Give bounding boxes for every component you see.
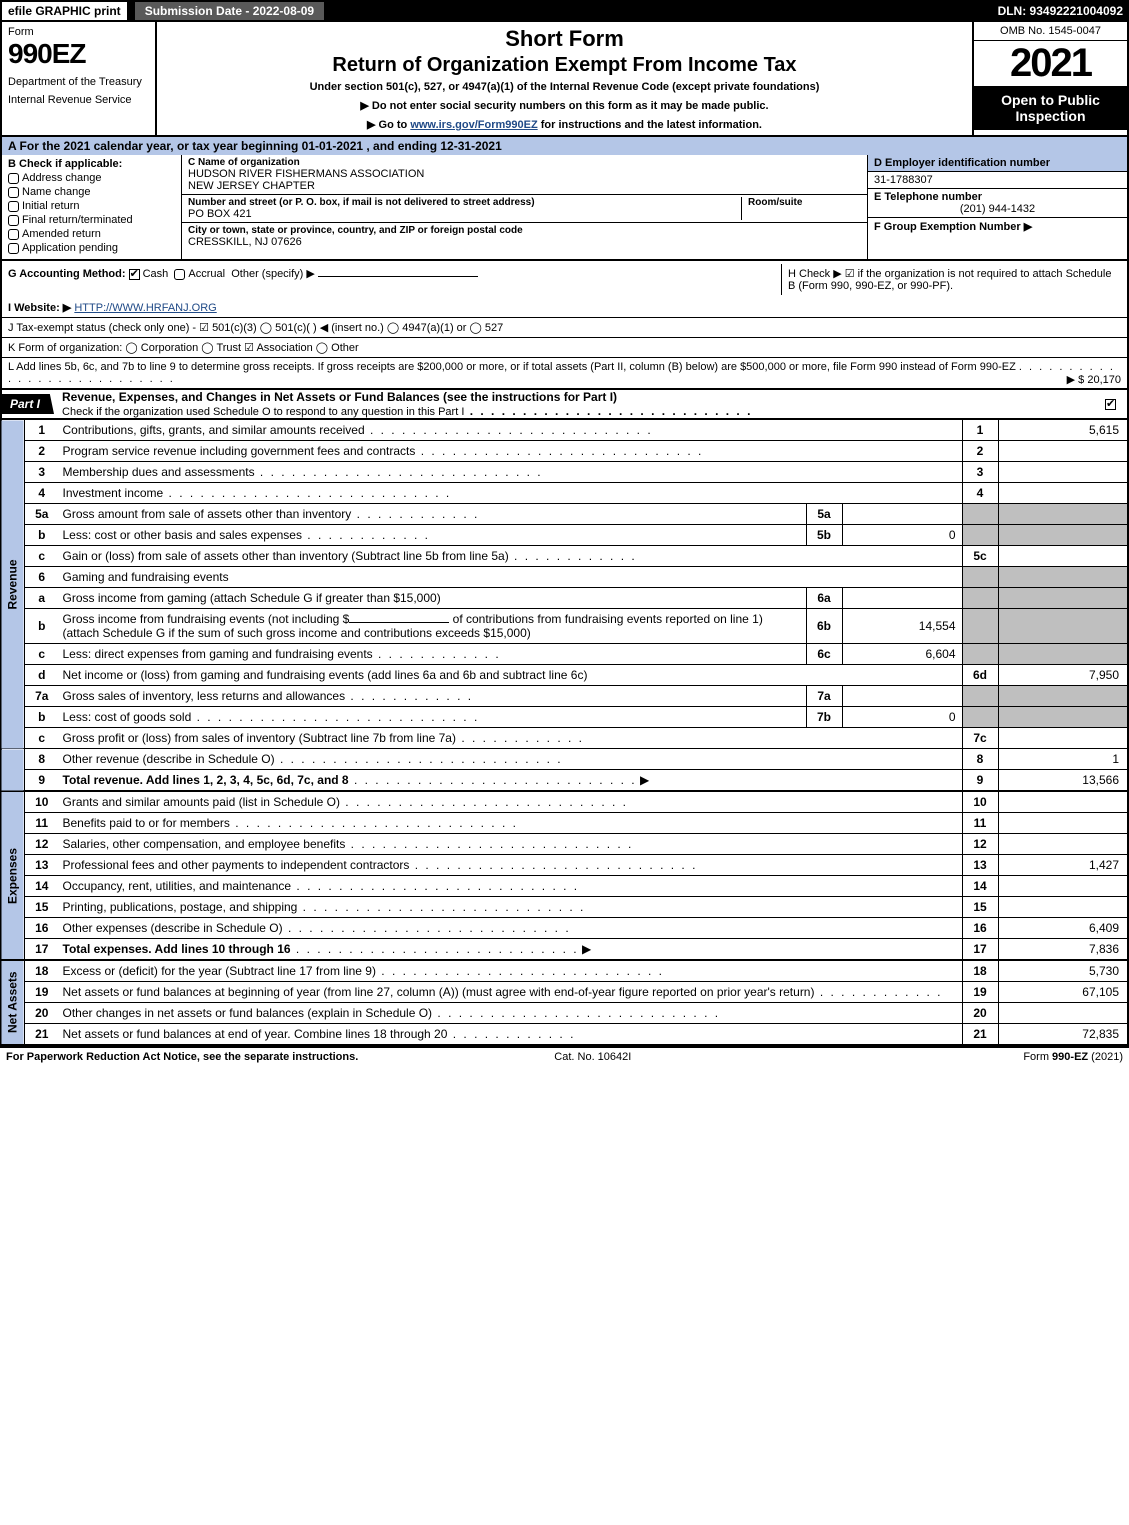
top-bar: efile GRAPHIC print Submission Date - 20… (0, 0, 1129, 22)
dept-treasury: Department of the Treasury (8, 76, 149, 88)
part-1-header: Part I Revenue, Expenses, and Changes in… (0, 390, 1129, 420)
line-1-num: 1 (25, 420, 59, 441)
chk-initial-return[interactable]: Initial return (8, 200, 175, 212)
c-label: C Name of organization (188, 157, 861, 168)
e-phone: E Telephone number (201) 944-1432 (868, 189, 1127, 218)
net-assets-side-label: Net Assets (1, 960, 25, 1045)
line-6c-val: 6,604 (842, 644, 962, 665)
tax-year: 2021 (974, 41, 1127, 86)
org-name-1: HUDSON RIVER FISHERMANS ASSOCIATION (188, 168, 861, 180)
dln: DLN: 93492221004092 (998, 4, 1129, 18)
street-label: Number and street (or P. O. box, if mail… (188, 197, 741, 208)
e-phone-label: E Telephone number (874, 191, 982, 203)
city-row: City or town, state or province, country… (182, 223, 867, 250)
b-header: B Check if applicable: (8, 158, 175, 170)
expenses-side-label: Expenses (1, 791, 25, 960)
form-number: 990EZ (8, 38, 149, 70)
chk-amended-return[interactable]: Amended return (8, 228, 175, 240)
chk-application-pending[interactable]: Application pending (8, 242, 175, 254)
k-form-org: K Form of organization: ◯ Corporation ◯ … (0, 338, 1129, 358)
g-accounting: G Accounting Method: Cash Accrual Other … (8, 264, 781, 295)
revenue-side-label: Revenue (1, 420, 25, 749)
website-link[interactable]: HTTP://WWW.HRFANJ.ORG (74, 302, 216, 314)
l-gross-receipts: L Add lines 5b, 6c, and 7b to line 9 to … (0, 358, 1129, 390)
form-label: Form (8, 26, 149, 38)
line-18-val: 5,730 (998, 960, 1128, 982)
line-7b-val: 0 (842, 707, 962, 728)
city-label: City or town, state or province, country… (188, 225, 861, 236)
chk-accrual[interactable] (174, 269, 185, 280)
page-footer: For Paperwork Reduction Act Notice, see … (0, 1046, 1129, 1066)
line-16-val: 6,409 (998, 918, 1128, 939)
line-17-val: 7,836 (998, 939, 1128, 961)
open-inspection: Open to Public Inspection (974, 86, 1127, 130)
section-b-through-f: B Check if applicable: Address change Na… (0, 155, 1129, 261)
street-value: PO BOX 421 (188, 208, 741, 220)
line-1-val: 5,615 (998, 420, 1128, 441)
header-right: OMB No. 1545-0047 2021 Open to Public In… (972, 22, 1127, 135)
line-13-val: 1,427 (998, 855, 1128, 876)
room-label: Room/suite (748, 197, 861, 208)
submission-date: Submission Date - 2022-08-09 (133, 0, 326, 22)
form-header: Form 990EZ Department of the Treasury In… (0, 22, 1129, 137)
part-1-table: Revenue 1 Contributions, gifts, grants, … (0, 420, 1129, 1046)
note2-post: for instructions and the latest informat… (538, 119, 762, 131)
cat-no: Cat. No. 10642I (554, 1051, 631, 1063)
chk-name-change[interactable]: Name change (8, 186, 175, 198)
j-tax-exempt: J Tax-exempt status (check only one) - ☑… (0, 318, 1129, 338)
line-8-val: 1 (998, 749, 1128, 770)
part-1-schedule-o-check[interactable] (1105, 397, 1127, 411)
line-9-val: 13,566 (998, 770, 1128, 792)
e-phone-value: (201) 944-1432 (874, 203, 1121, 215)
street-row: Number and street (or P. O. box, if mail… (182, 195, 867, 223)
chk-final-return[interactable]: Final return/terminated (8, 214, 175, 226)
form-subtitle: Under section 501(c), 527, or 4947(a)(1)… (165, 81, 964, 93)
irs-label: Internal Revenue Service (8, 94, 149, 106)
line-5b-val: 0 (842, 525, 962, 546)
row-a-tax-year: A For the 2021 calendar year, or tax yea… (0, 137, 1129, 155)
part-1-tab: Part I (2, 394, 54, 414)
d-ein-label: D Employer identification number (868, 155, 1127, 172)
part-1-title: Revenue, Expenses, and Changes in Net As… (54, 390, 1105, 418)
ssn-warning: ▶ Do not enter social security numbers o… (165, 99, 964, 112)
h-schedule-b: H Check ▶ ☑ if the organization is not r… (781, 264, 1121, 295)
col-c: C Name of organization HUDSON RIVER FISH… (182, 155, 867, 259)
org-name-2: NEW JERSEY CHAPTER (188, 180, 861, 192)
omb-number: OMB No. 1545-0047 (974, 22, 1127, 41)
i-website-row: I Website: ▶ HTTP://WWW.HRFANJ.ORG (0, 298, 1129, 318)
d-ein-value: 31-1788307 (868, 172, 1127, 189)
header-left: Form 990EZ Department of the Treasury In… (2, 22, 157, 135)
org-name-row: C Name of organization HUDSON RIVER FISH… (182, 155, 867, 195)
paperwork-notice: For Paperwork Reduction Act Notice, see … (6, 1051, 358, 1063)
col-d-e-f: D Employer identification number 31-1788… (867, 155, 1127, 259)
efile-print-button[interactable]: efile GRAPHIC print (0, 0, 129, 22)
l-amount: ▶ $ 20,170 (1067, 373, 1121, 386)
line-19-val: 67,105 (998, 982, 1128, 1003)
form-name-footer: Form 990-EZ (2021) (1023, 1051, 1123, 1063)
header-center: Short Form Return of Organization Exempt… (157, 22, 972, 135)
chk-cash[interactable] (129, 269, 140, 280)
f-group-exemption: F Group Exemption Number ▶ (868, 218, 1127, 235)
irs-link[interactable]: www.irs.gov/Form990EZ (410, 119, 537, 131)
note2-pre: ▶ Go to (367, 119, 410, 131)
line-6b-val: 14,554 (842, 609, 962, 644)
line-21-val: 72,835 (998, 1024, 1128, 1046)
col-b-checkboxes: B Check if applicable: Address change Na… (2, 155, 182, 259)
form-title-2: Return of Organization Exempt From Incom… (165, 54, 964, 77)
g-h-row: G Accounting Method: Cash Accrual Other … (0, 261, 1129, 298)
line-6d-val: 7,950 (998, 665, 1128, 686)
form-title-1: Short Form (165, 26, 964, 52)
city-value: CRESSKILL, NJ 07626 (188, 236, 861, 248)
irs-link-line: ▶ Go to www.irs.gov/Form990EZ for instru… (165, 118, 964, 131)
chk-address-change[interactable]: Address change (8, 172, 175, 184)
